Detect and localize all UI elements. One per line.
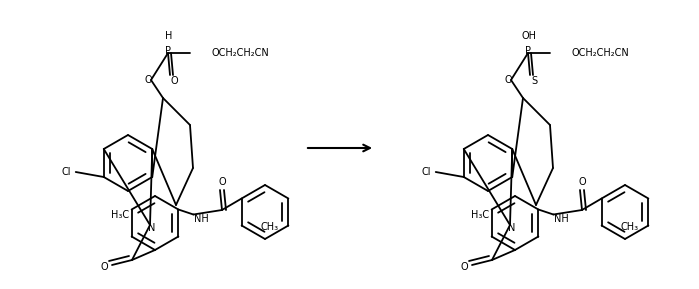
Text: CH₃: CH₃ [621,222,639,232]
Text: O: O [460,262,468,272]
Text: P: P [165,46,171,56]
Text: N: N [148,223,156,233]
Text: O: O [504,75,512,85]
Text: OCH₂CH₂CN: OCH₂CH₂CN [212,48,270,58]
Text: P: P [525,46,531,56]
Text: O: O [218,177,226,187]
Text: O: O [578,177,586,187]
Text: H: H [165,31,173,41]
Text: CH₃: CH₃ [261,222,279,232]
Text: OCH₂CH₂CN: OCH₂CH₂CN [572,48,630,58]
Text: O: O [170,76,178,86]
Text: S: S [531,76,537,86]
Text: NH: NH [194,214,209,223]
Text: Cl: Cl [421,167,431,177]
Text: OH: OH [521,31,537,41]
Text: O: O [100,262,108,272]
Text: H₃C: H₃C [470,210,489,220]
Text: NH: NH [554,214,569,223]
Text: Cl: Cl [61,167,71,177]
Text: O: O [144,75,152,85]
Text: H₃C: H₃C [110,210,129,220]
Text: N: N [508,223,516,233]
